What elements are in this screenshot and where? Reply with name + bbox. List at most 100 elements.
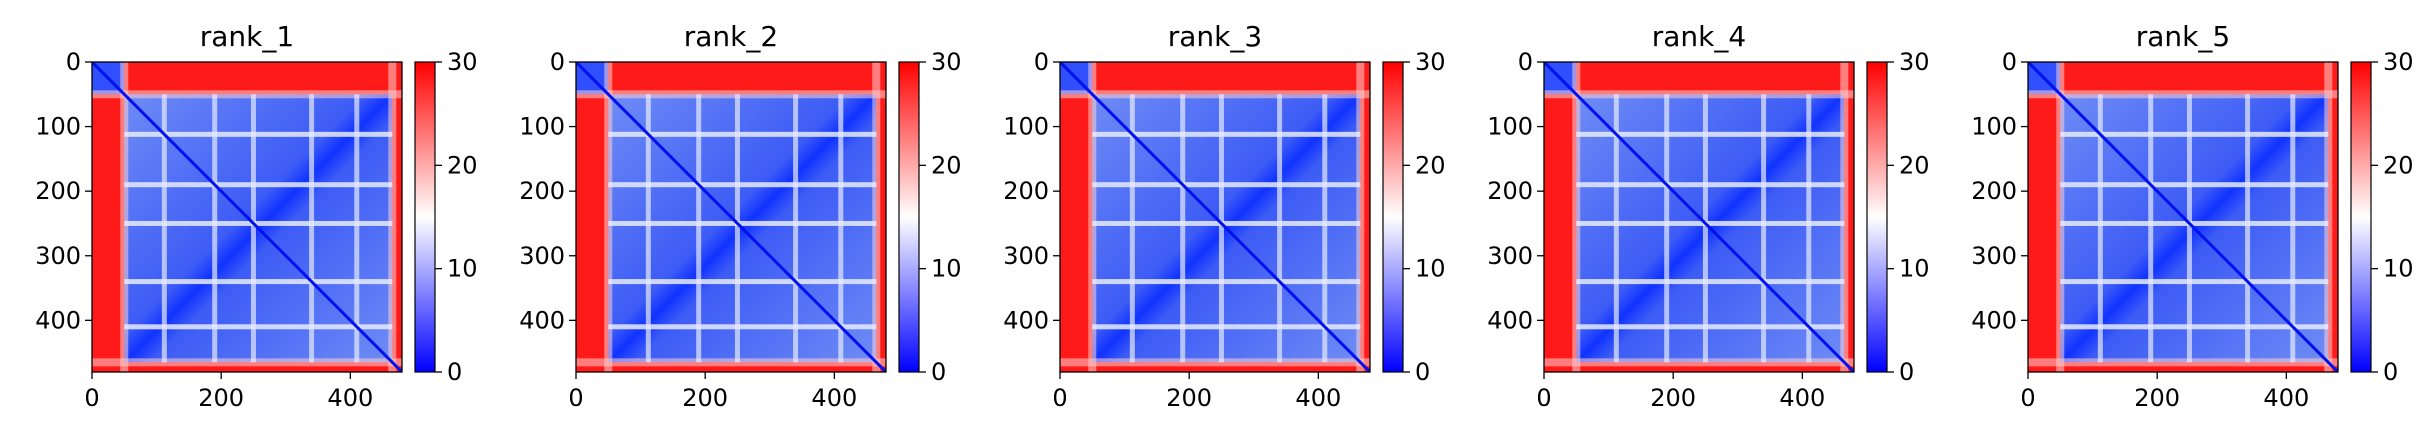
y-tick-label: 400 bbox=[519, 306, 565, 334]
x-tick-label: 400 bbox=[1779, 384, 1825, 412]
heatmap-cell-region bbox=[2245, 94, 2251, 363]
heatmap-cell-region bbox=[608, 324, 877, 330]
heatmap-cell-region bbox=[645, 94, 651, 363]
heatmap-cell-region bbox=[124, 131, 393, 137]
y-tick-label: 0 bbox=[1034, 48, 1049, 76]
heatmap-cell-region bbox=[576, 90, 886, 99]
y-tick-label: 300 bbox=[519, 242, 565, 270]
colorbar-frame bbox=[898, 61, 920, 373]
x-tick-label: 0 bbox=[1536, 384, 1551, 412]
heatmap-panel-1: rank_1 0 200 400 0 100 200 300 400 0 10 20 30 bbox=[35, 20, 477, 412]
x-tick-label: 400 bbox=[2263, 384, 2309, 412]
heatmap-cell-region bbox=[124, 279, 393, 285]
y-tick-label: 400 bbox=[35, 306, 81, 334]
colorbar-tick-label: 0 bbox=[447, 358, 462, 386]
colorbar-tick-label: 30 bbox=[931, 48, 962, 76]
x-tick-label: 0 bbox=[1052, 384, 1067, 412]
heatmap-cell-region bbox=[604, 62, 613, 372]
heatmap-cell-region bbox=[1092, 324, 1361, 330]
y-tick-label: 200 bbox=[1971, 177, 2017, 205]
heatmap-diagonal bbox=[1060, 62, 1370, 372]
y-tick-label: 200 bbox=[35, 177, 81, 205]
colorbar-tick-label: 30 bbox=[1415, 48, 1446, 76]
colorbar-tick-label: 10 bbox=[2383, 255, 2414, 283]
colorbar-gradient bbox=[415, 62, 435, 372]
colorbar-tick-label: 30 bbox=[447, 48, 478, 76]
heatmap-matrix bbox=[1060, 62, 1370, 372]
heatmap-cell-region bbox=[2290, 94, 2296, 363]
panel-title: rank_5 bbox=[2136, 20, 2230, 53]
heatmap-cell-region bbox=[2186, 94, 2192, 363]
heatmap-cell-region bbox=[120, 62, 129, 372]
heatmap-cell-region bbox=[1840, 62, 1849, 372]
y-tick-label: 0 bbox=[1518, 48, 1533, 76]
heatmap-cell-region bbox=[1576, 220, 1845, 226]
y-tick-label: 100 bbox=[1971, 113, 2017, 141]
colorbar-tick-label: 20 bbox=[1415, 151, 1446, 179]
axes-frame bbox=[1059, 61, 1371, 373]
heatmap-diagonal bbox=[2028, 62, 2338, 372]
y-tick-label: 400 bbox=[1003, 306, 1049, 334]
y-tick-label: 100 bbox=[519, 113, 565, 141]
heatmap-cell-region bbox=[1576, 182, 1845, 188]
y-tick-label: 0 bbox=[66, 48, 81, 76]
axes-frame bbox=[575, 61, 887, 373]
y-tick-label: 400 bbox=[1487, 306, 1533, 334]
colorbar: 0 10 20 30 bbox=[1866, 48, 1930, 386]
heatmap-cell-region bbox=[1060, 90, 1370, 99]
heatmap-matrix bbox=[576, 62, 886, 372]
heatmap-cell-region bbox=[608, 220, 877, 226]
heatmap-cell-region bbox=[1129, 94, 1135, 363]
heatmap-panel-4: rank_4 0 200 400 0 100 200 300 400 0 10 20 30 bbox=[1487, 20, 1929, 412]
heatmap-cell-region bbox=[2060, 182, 2329, 188]
colorbar-frame bbox=[1382, 61, 1404, 373]
heatmap-diagonal bbox=[576, 62, 886, 372]
heatmap-cell-region bbox=[1322, 94, 1328, 363]
colorbar-gradient bbox=[1867, 62, 1887, 372]
panel-title: rank_2 bbox=[684, 20, 778, 53]
heatmap-cell-region bbox=[608, 182, 877, 188]
heatmap-cell-region bbox=[1544, 358, 1854, 367]
heatmap-cell-region bbox=[2060, 279, 2329, 285]
x-tick-label: 200 bbox=[1166, 384, 1212, 412]
colorbar-gradient bbox=[1383, 62, 1403, 372]
heatmap-cell-region bbox=[2097, 94, 2103, 363]
heatmap-matrix bbox=[2028, 62, 2338, 372]
heatmap-cell-region bbox=[1761, 94, 1767, 363]
heatmap-cell-region bbox=[212, 94, 218, 363]
x-tick-label: 200 bbox=[1650, 384, 1696, 412]
heatmap-cell-region bbox=[1092, 279, 1361, 285]
heatmap-cell-region bbox=[1806, 94, 1812, 363]
axes-frame bbox=[91, 61, 403, 373]
heatmap-cell-region bbox=[92, 358, 402, 367]
heatmap-cell-region bbox=[1613, 94, 1619, 363]
heatmap-cell-region bbox=[1060, 358, 1370, 367]
y-tick-label: 300 bbox=[35, 242, 81, 270]
heatmap-cell-region bbox=[1218, 94, 1224, 363]
heatmap-panel-3: rank_3 0 200 400 0 100 200 300 400 0 10 20 30 bbox=[1003, 20, 1445, 412]
heatmap-cell-region bbox=[1702, 94, 1708, 363]
colorbar-gradient bbox=[899, 62, 919, 372]
heatmap-cell-region bbox=[309, 94, 315, 363]
heatmap-cell-region bbox=[124, 182, 393, 188]
colorbar-tick-label: 0 bbox=[1415, 358, 1430, 386]
x-tick-label: 200 bbox=[2134, 384, 2180, 412]
heatmap-cell-region bbox=[608, 131, 877, 137]
y-tick-label: 0 bbox=[550, 48, 565, 76]
heatmap-cell-region bbox=[734, 94, 740, 363]
y-tick-label: 300 bbox=[1003, 242, 1049, 270]
colorbar-frame bbox=[2350, 61, 2372, 373]
colorbar-tick-label: 30 bbox=[2383, 48, 2414, 76]
heatmap-cell-region bbox=[1572, 62, 1581, 372]
panel-title: rank_4 bbox=[1652, 20, 1746, 53]
heatmap-cell-region bbox=[1544, 90, 1854, 99]
heatmap-cell-region bbox=[388, 62, 397, 372]
heatmap-cell-region bbox=[696, 94, 702, 363]
heatmap-cell-region bbox=[2060, 324, 2329, 330]
heatmap-cell-region bbox=[1277, 94, 1283, 363]
heatmap-cell-region bbox=[250, 94, 256, 363]
x-tick-label: 200 bbox=[682, 384, 728, 412]
panel-title: rank_3 bbox=[1168, 20, 1262, 53]
x-tick-label: 0 bbox=[568, 384, 583, 412]
heatmap-cell-region bbox=[1092, 220, 1361, 226]
